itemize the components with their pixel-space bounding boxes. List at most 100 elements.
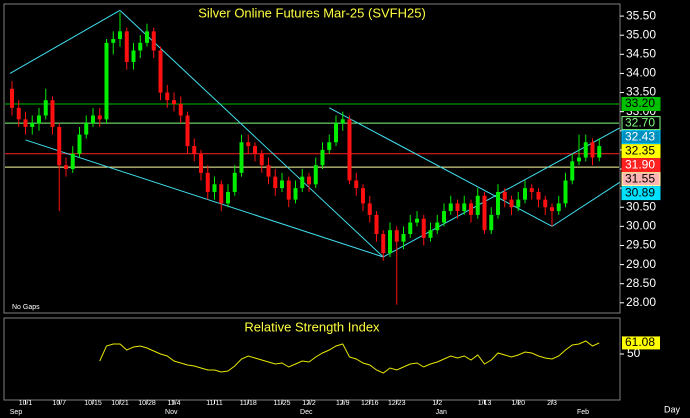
candle-body [543,199,548,208]
candle-body [104,42,109,120]
candle-body [577,157,581,162]
x-tick-label: 1/13 [478,400,492,407]
candle-body [489,214,494,231]
x-tick-label: 10/28 [138,400,156,407]
candle-body [455,203,460,212]
candle-body [597,146,602,158]
candle-body [165,92,170,101]
candle-body [536,191,541,200]
rsi-title: Relative Strength Index [244,319,380,334]
price-pane [3,3,621,314]
month-label: Feb [577,409,589,416]
month-label: Nov [165,409,178,416]
rsi-tick-label: 50 [627,346,641,360]
level-box [621,158,661,173]
candle-body [10,88,14,108]
candle-body [340,119,345,124]
level-label: 32.43 [625,129,655,143]
candle-body [253,146,257,154]
x-tick-label: 12/16 [361,400,379,407]
level-box [621,186,661,201]
plot-layer: 28.0028.5029.0029.5030.0030.5031.0031.50… [5,8,661,416]
candle-body [91,115,95,124]
candle-body [64,165,68,170]
level-label: 32.35 [625,143,655,157]
y-tick-label: 30.00 [626,219,656,233]
candle-body [280,180,284,189]
x-tick-label: 10/15 [84,400,102,407]
x-tick-label: 1/2 [432,400,442,407]
candle-body [570,161,575,181]
level-box [621,172,661,187]
candle-body [212,184,217,192]
trend-line [329,107,553,227]
trend-line [119,9,384,258]
candle-body [442,211,446,223]
x-tick-label: 11/18 [240,400,257,407]
candle-body [97,115,102,120]
candle-body [509,199,514,208]
candle-body [219,184,224,204]
candle-body [394,230,399,242]
x-axis-label: Day [664,404,681,414]
rsi-pane [3,317,621,401]
y-tick-label: 33.50 [626,85,656,99]
x-tick-label: 10/21 [111,400,129,407]
x-tick-label: 11/25 [274,400,291,407]
candle-body [482,195,487,231]
y-tick-label: 28.50 [626,276,656,290]
level-label: 31.90 [625,157,655,171]
candle-body [334,123,338,143]
month-label: Sep [10,409,23,416]
x-tick-label: 11/11 [206,400,223,407]
candle-body [583,142,588,158]
candle-body [273,176,278,189]
candle-body [57,126,62,166]
level-label: 32.70 [625,115,655,129]
candle-body [226,191,230,204]
candle-body [172,100,176,105]
x-tick-label: 10/7 [52,400,66,407]
candle-body [529,188,534,192]
level-box [621,116,661,131]
x-tick-label: 10/1 [19,400,33,407]
candle-body [401,234,406,242]
candle-body [293,188,298,200]
candle-body [428,230,433,238]
candle-body [300,176,305,189]
candle-body [435,222,440,231]
y-tick-label: 30.50 [626,199,656,213]
candle-body [246,142,251,147]
candle-body [199,153,203,173]
candle-body [178,104,183,116]
y-tick-label: 35.00 [626,27,656,41]
x-tick-label: 12/23 [388,400,406,407]
candle-body [151,31,156,51]
candle-body [347,119,352,181]
candle-body [145,31,149,43]
level-box [621,144,661,159]
x-tick-label: 11/4 [167,400,180,407]
level-label: 33.20 [625,96,655,110]
note: No Gaps [12,304,40,311]
candle-body [556,203,561,212]
candle-body [70,153,75,170]
month-label: Jan [436,409,447,416]
candle-body [408,222,413,235]
chart-title: Silver Online Futures Mar-25 (SVFH25) [198,5,426,20]
candle-body [354,180,359,189]
candle-body [16,107,21,120]
candle-body [502,191,507,200]
level-label: 30.89 [625,185,655,199]
rsi-line [99,340,600,374]
candle-body [448,203,453,212]
candle-body [259,153,264,166]
candle-body [563,180,568,204]
trend-line [25,139,384,258]
candle-body [266,165,271,177]
candle-body [111,39,116,43]
candle-body [313,165,318,185]
rsi-value-label: 61.08 [625,335,655,349]
candle-body [50,100,55,127]
